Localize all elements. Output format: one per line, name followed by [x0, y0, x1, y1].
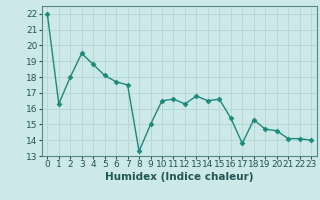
X-axis label: Humidex (Indice chaleur): Humidex (Indice chaleur): [105, 172, 253, 182]
